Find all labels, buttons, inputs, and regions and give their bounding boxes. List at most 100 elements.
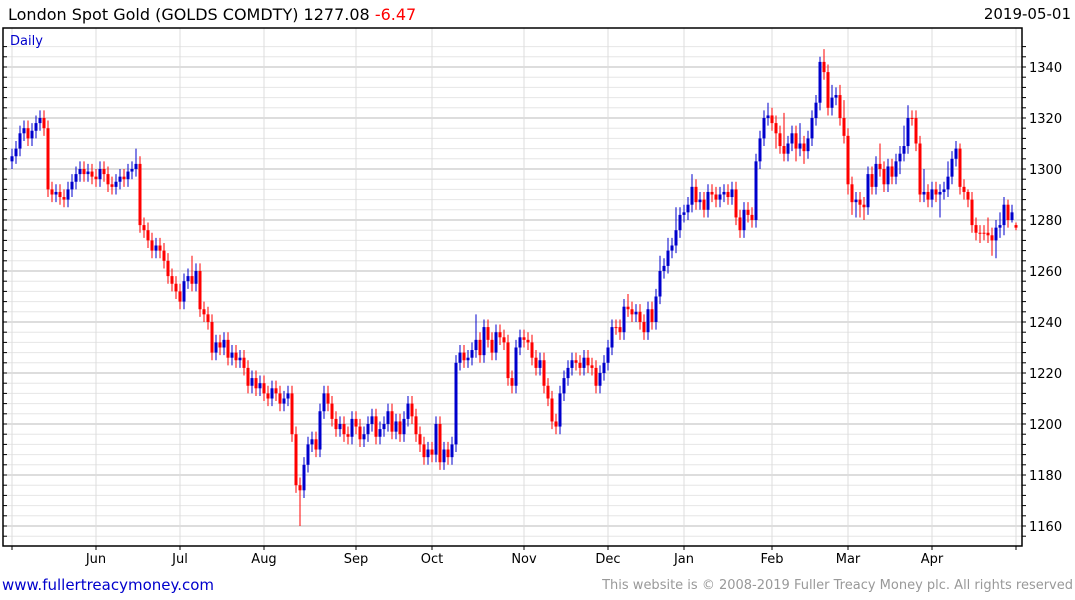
candle-body — [838, 95, 842, 118]
candle-down — [262, 375, 266, 402]
candle-up — [518, 329, 522, 356]
candle-body — [158, 245, 162, 251]
candle-up — [722, 184, 726, 203]
candle-down — [498, 324, 502, 345]
candle-body — [938, 191, 942, 195]
candle-body — [94, 176, 98, 180]
candle-down — [914, 110, 918, 152]
candle-up — [894, 153, 898, 185]
candle-down — [410, 395, 414, 424]
candle-down — [234, 344, 238, 368]
y-tick-label: 1180 — [1029, 469, 1062, 484]
candle-down — [782, 112, 786, 162]
candle-down — [298, 477, 302, 526]
candle-body — [454, 362, 458, 445]
candle-down — [110, 176, 114, 195]
candle-down — [190, 255, 194, 292]
candle-body — [950, 158, 954, 177]
chart-title: London Spot Gold (GOLDS COMDTY) 1277.08 … — [8, 5, 416, 24]
candle-up — [118, 169, 122, 190]
candle-up — [34, 115, 38, 139]
candle-body — [350, 418, 354, 437]
candle-down — [390, 403, 394, 440]
candle-body — [550, 398, 554, 422]
candle-down — [630, 301, 634, 322]
candle-body — [478, 339, 482, 356]
candle-down — [502, 329, 506, 351]
candle-body — [554, 421, 558, 427]
candle-up — [566, 360, 570, 386]
candle-up — [470, 342, 474, 366]
candle-body — [294, 434, 298, 486]
candle-down — [422, 436, 426, 465]
candle-down — [294, 426, 298, 493]
candle-body — [398, 421, 402, 435]
candle-up — [742, 202, 746, 238]
candle-up — [658, 255, 662, 305]
candle-body — [534, 357, 538, 368]
candle-down — [962, 179, 966, 200]
candle-up — [194, 263, 198, 292]
candle-body — [30, 130, 34, 139]
x-tick-label: Sep — [344, 552, 369, 567]
candle-body — [406, 403, 410, 419]
candle-body — [490, 339, 494, 353]
candle-down — [774, 115, 778, 149]
candle-up — [866, 166, 870, 215]
candle-body — [426, 449, 430, 458]
candle-up — [86, 163, 90, 182]
candle-body — [630, 309, 634, 315]
candle-body — [582, 357, 586, 368]
candle-body — [114, 181, 118, 187]
candle-up — [654, 288, 658, 330]
candle-body — [202, 309, 206, 315]
candle-body — [930, 189, 934, 200]
candle-body — [214, 342, 218, 353]
axes: 1160 1180 1200 1220 1240 1260 1280 1300 1320 1340… — [3, 46, 1062, 567]
candle-up — [1002, 197, 1006, 236]
candle-body — [82, 169, 86, 175]
candle-up — [14, 140, 18, 164]
candle-body — [442, 449, 446, 463]
candle-body — [770, 115, 774, 124]
candle-down — [910, 110, 914, 126]
candle-up — [634, 304, 638, 322]
candle-down — [1006, 199, 1010, 228]
candle-up — [830, 84, 834, 116]
candle-down — [90, 163, 94, 185]
candle-up — [602, 355, 606, 381]
candle-body — [90, 171, 94, 177]
candle-up — [66, 181, 70, 208]
candle-up — [558, 385, 562, 435]
x-tick-label: Mar — [836, 552, 861, 567]
candle-body — [890, 166, 894, 177]
candle-body — [1002, 204, 1006, 226]
candle-down — [578, 355, 582, 376]
candle-up — [646, 301, 650, 340]
candle-body — [262, 383, 266, 394]
candle-body — [766, 115, 770, 118]
candle-down — [530, 334, 534, 366]
candle-body — [318, 411, 322, 450]
candle-down — [438, 416, 442, 470]
candle-body — [54, 191, 58, 195]
candle-body — [914, 118, 918, 144]
website-link[interactable]: www.fullertreacymoney.com — [2, 576, 215, 594]
candle-down — [138, 156, 142, 233]
candle-body — [734, 189, 738, 218]
y-tick-label: 1280 — [1029, 214, 1062, 229]
candle-up — [598, 365, 602, 394]
candle-down — [642, 314, 646, 340]
candle-down — [246, 360, 250, 394]
candle-up — [222, 332, 226, 356]
candle-up — [994, 220, 998, 259]
candle-body — [154, 245, 158, 251]
candle-down — [358, 418, 362, 447]
candle-down — [970, 191, 974, 233]
candle-body — [814, 102, 818, 118]
candle-body — [606, 347, 610, 363]
candle-down — [926, 184, 930, 208]
candle-down — [462, 344, 466, 368]
candle-body — [138, 163, 142, 226]
candle-body — [850, 184, 854, 203]
